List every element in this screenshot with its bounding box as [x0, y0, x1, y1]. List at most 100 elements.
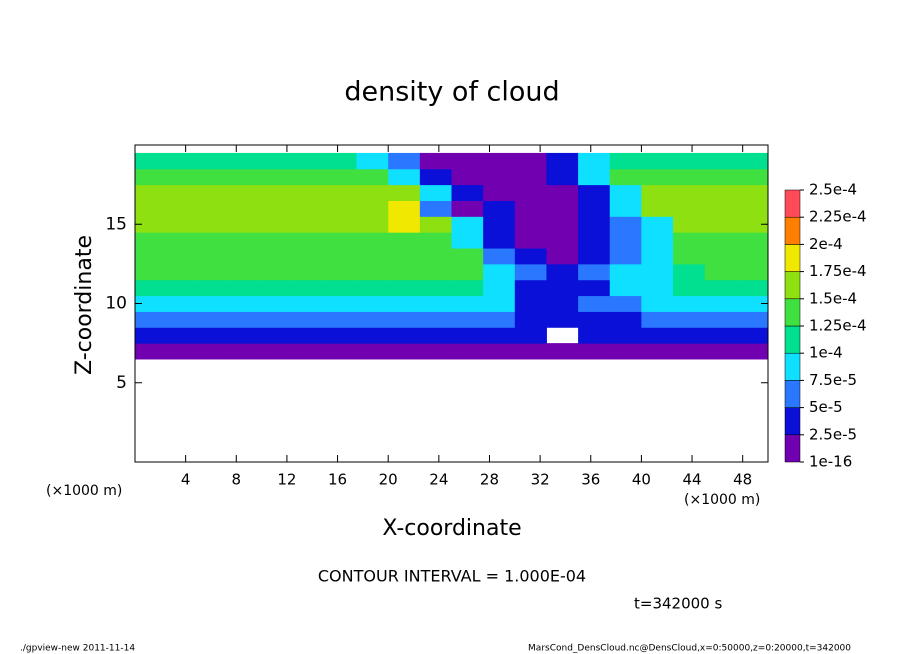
- heat-cell: [166, 152, 199, 170]
- x-tick-label: 8: [232, 471, 242, 489]
- heat-cell: [356, 327, 389, 344]
- heat-cell: [293, 168, 326, 186]
- heat-cell: [293, 216, 326, 233]
- x-tick-label: 36: [581, 471, 600, 489]
- heat-cell: [673, 184, 706, 201]
- heat-cell: [261, 248, 294, 265]
- heat-cell: [609, 232, 642, 249]
- heat-cell: [736, 216, 769, 233]
- heat-cell: [609, 343, 642, 360]
- heat-cell: [546, 216, 579, 233]
- x-tick-label: 28: [480, 471, 499, 489]
- heat-cell: [419, 232, 452, 249]
- heat-cell: [324, 152, 358, 170]
- heat-cell: [546, 248, 579, 265]
- heat-cell: [483, 168, 516, 186]
- heat-cell: [293, 295, 326, 312]
- heat-cell: [324, 232, 358, 249]
- heat-cell: [166, 200, 199, 217]
- heat-cell: [578, 279, 611, 297]
- heat-cell: [578, 311, 611, 328]
- heat-cell: [388, 184, 421, 201]
- heat-cell: [261, 343, 294, 360]
- heat-cell: [229, 263, 263, 281]
- heat-cell: [261, 263, 294, 281]
- heat-cell: [198, 311, 231, 328]
- colorbar-box: [784, 298, 801, 327]
- heat-cell: [736, 263, 769, 281]
- heat-cell: [419, 263, 452, 281]
- heat-cell: [261, 311, 294, 328]
- heat-cell: [324, 327, 358, 344]
- heat-cell: [578, 232, 611, 249]
- heat-cell: [135, 311, 168, 328]
- heat-cell: [166, 279, 199, 297]
- heat-cell: [483, 200, 516, 217]
- heat-cell: [198, 200, 231, 217]
- heat-cell: [293, 343, 326, 360]
- heat-cell: [229, 248, 263, 265]
- heat-cell: [578, 152, 611, 170]
- heat-cell: [198, 343, 231, 360]
- heat-cell: [261, 279, 294, 297]
- heat-cell: [324, 311, 358, 328]
- heat-cell: [356, 311, 389, 328]
- heat-cell: [641, 311, 674, 328]
- x-unit-label: (×1000 m): [684, 492, 760, 508]
- heat-cell: [704, 295, 737, 312]
- heat-cell: [514, 216, 547, 233]
- heat-cell: [641, 295, 674, 312]
- heat-cell: [704, 232, 737, 249]
- heat-cell: [229, 168, 263, 186]
- x-tick-label: 20: [379, 471, 398, 489]
- colorbar-label: 1.25e-4: [809, 317, 867, 335]
- colorbar-label: 1e-16: [809, 453, 852, 471]
- heat-cell: [324, 216, 358, 233]
- heat-cell: [229, 279, 263, 297]
- heat-cell: [704, 311, 737, 328]
- heat-cell: [609, 263, 642, 281]
- heat-cell: [578, 248, 611, 265]
- heat-cell: [166, 248, 199, 265]
- contour-interval: CONTOUR INTERVAL = 1.000E-04: [318, 567, 586, 586]
- heat-cell: [483, 184, 516, 201]
- heat-cell: [546, 343, 579, 360]
- heat-cell: [356, 343, 389, 360]
- x-tick-label: 44: [682, 471, 701, 489]
- heat-cell: [135, 152, 168, 170]
- heat-cell: [229, 152, 263, 170]
- heat-cell: [419, 295, 452, 312]
- heat-cell: [546, 279, 579, 297]
- chart-title: density of cloud: [344, 77, 559, 108]
- x-tick-label: 12: [277, 471, 296, 489]
- heat-cell: [261, 184, 294, 201]
- heat-cell: [609, 311, 642, 328]
- heat-cell: [229, 216, 263, 233]
- colorbar-label: 1.75e-4: [809, 262, 867, 280]
- heat-cell: [641, 152, 674, 170]
- colorbar-label: 1e-4: [809, 344, 843, 362]
- heat-cell: [261, 168, 294, 186]
- x-tick-label: 16: [328, 471, 347, 489]
- heat-cell: [673, 263, 706, 281]
- heat-cell: [704, 184, 737, 201]
- heat-cell: [356, 232, 389, 249]
- heat-cell: [293, 152, 326, 170]
- heat-cell: [229, 232, 263, 249]
- heat-cell: [609, 216, 642, 233]
- heat-cell: [261, 200, 294, 217]
- heat-cell: [609, 295, 642, 312]
- heat-cell: [546, 263, 579, 281]
- heat-cell: [198, 232, 231, 249]
- heat-cell: [261, 295, 294, 312]
- heat-cell: [166, 168, 199, 186]
- heat-cell: [135, 216, 168, 233]
- colorbar-label: 1.5e-4: [809, 289, 857, 307]
- heat-cell: [198, 152, 231, 170]
- colorbar-label: 5e-5: [809, 398, 843, 416]
- colorbar-label: 2.5e-5: [809, 425, 857, 443]
- heat-cell: [641, 184, 674, 201]
- heat-cell: [356, 152, 389, 170]
- heat-cell: [704, 152, 737, 170]
- heat-cell: [229, 311, 263, 328]
